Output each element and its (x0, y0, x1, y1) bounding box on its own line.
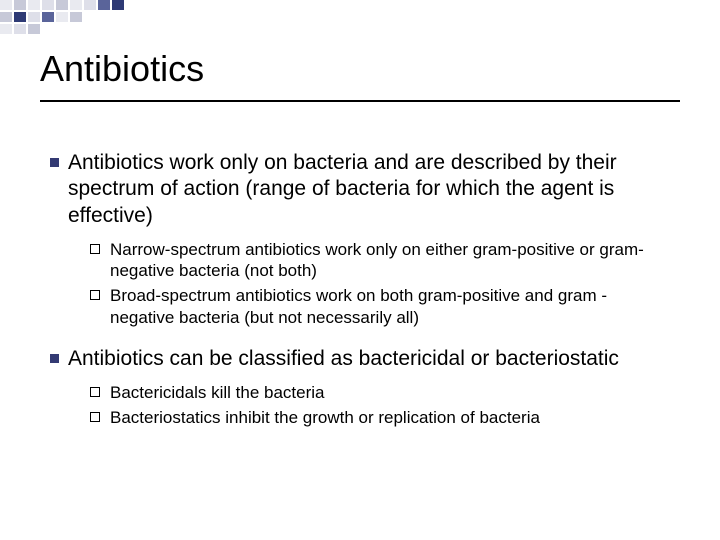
square-bullet-icon (50, 158, 68, 168)
bullet-text: Antibiotics can be classified as bacteri… (68, 346, 619, 372)
bullet-level2: Narrow-spectrum antibiotics work only on… (90, 239, 670, 282)
hollow-square-bullet-icon (90, 412, 110, 423)
bullet-level2: Bactericidals kill the bacteria (90, 382, 670, 403)
corner-decoration (0, 0, 140, 36)
hollow-square-bullet-icon (90, 290, 110, 301)
sub-bullet-text: Bacteriostatics inhibit the growth or re… (110, 407, 540, 428)
title-underline (40, 100, 680, 102)
sub-bullet-text: Bactericidals kill the bacteria (110, 382, 324, 403)
slide: Antibiotics Antibiotics work only on bac… (0, 0, 720, 540)
hollow-square-bullet-icon (90, 387, 110, 398)
slide-title: Antibiotics (40, 48, 680, 90)
sub-bullet-text: Narrow-spectrum antibiotics work only on… (110, 239, 670, 282)
slide-body: Antibiotics work only on bacteria and ar… (50, 150, 670, 447)
bullet-level1: Antibiotics can be classified as bacteri… (50, 346, 670, 372)
bullet-level1: Antibiotics work only on bacteria and ar… (50, 150, 670, 229)
bullet-level2: Bacteriostatics inhibit the growth or re… (90, 407, 670, 428)
bullet-level2: Broad-spectrum antibiotics work on both … (90, 285, 670, 328)
hollow-square-bullet-icon (90, 244, 110, 255)
square-bullet-icon (50, 354, 68, 364)
sub-bullet-text: Broad-spectrum antibiotics work on both … (110, 285, 670, 328)
bullet-text: Antibiotics work only on bacteria and ar… (68, 150, 670, 229)
